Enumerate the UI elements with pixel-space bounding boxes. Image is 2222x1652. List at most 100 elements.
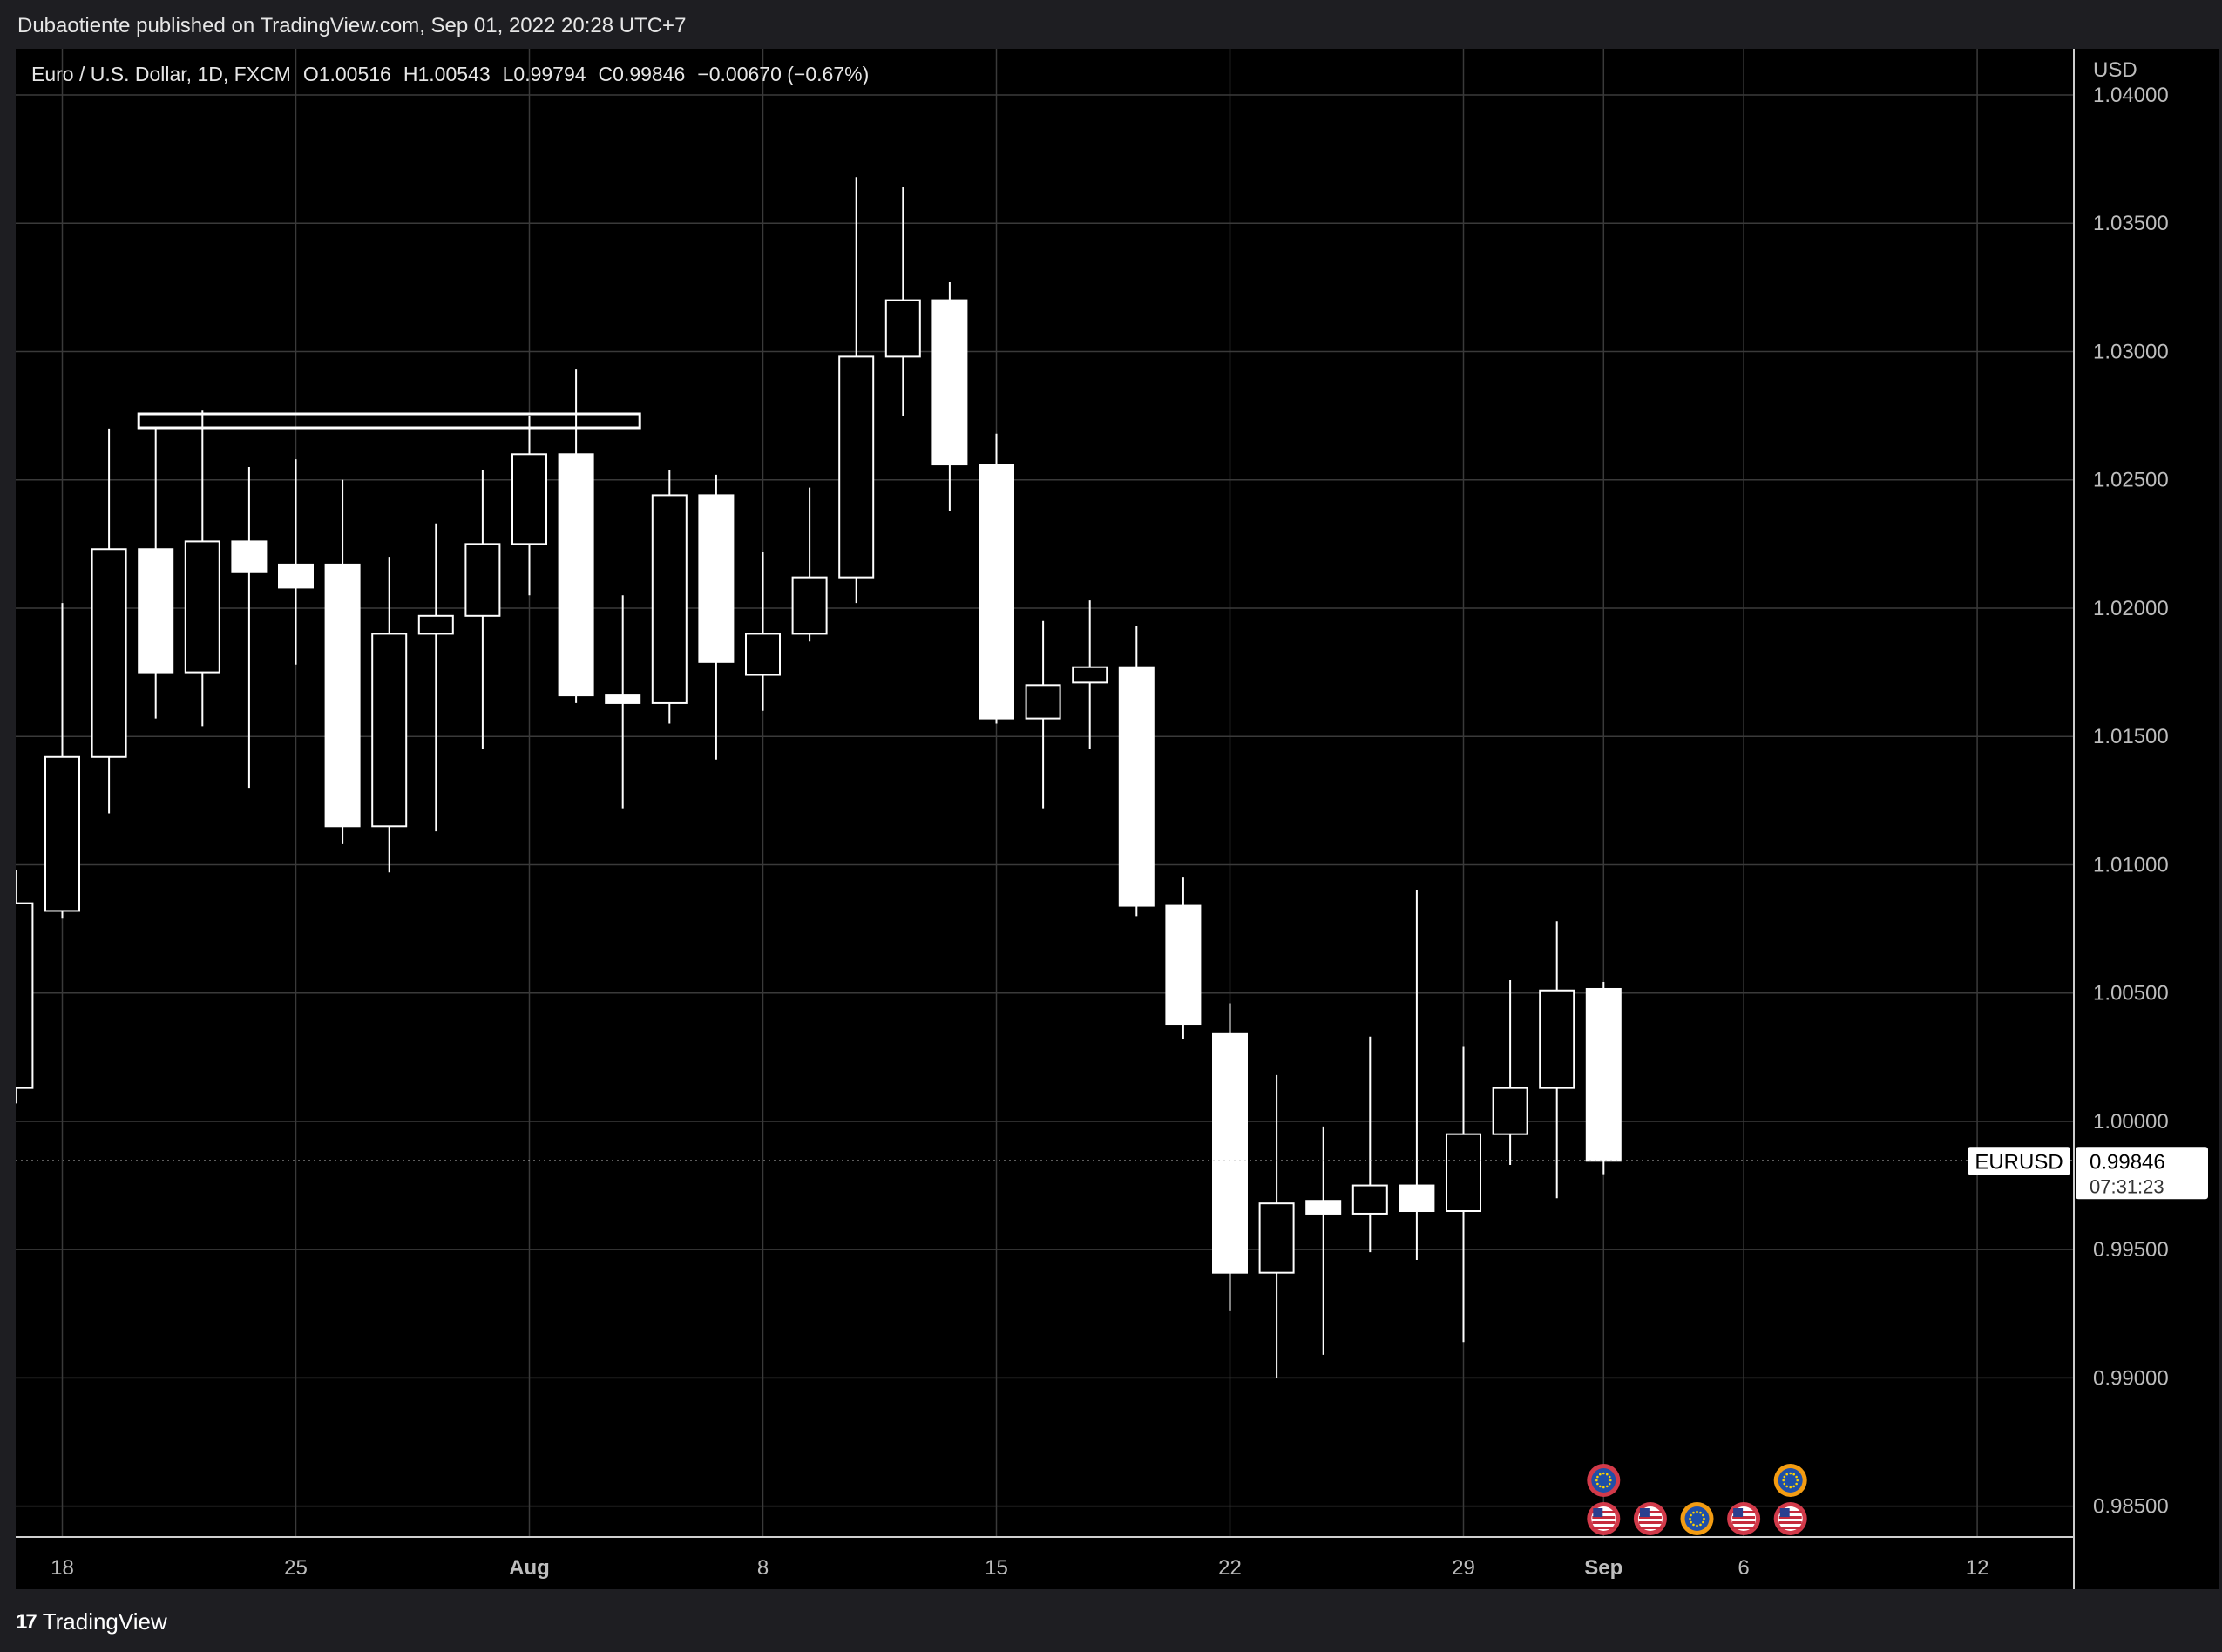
candle <box>1165 877 1202 1039</box>
x-tick-label: 22 <box>1218 1556 1242 1580</box>
eu-star <box>1699 1511 1702 1514</box>
candle-body-up <box>884 299 921 358</box>
candle-body-down <box>931 299 968 466</box>
legend-change: −0.00670 (−0.67%) <box>697 63 869 85</box>
eu-star <box>1692 1511 1695 1514</box>
legend-low-value: 0.99794 <box>513 63 586 85</box>
eu-star <box>1783 1475 1786 1479</box>
eu-star <box>1795 1482 1798 1486</box>
us-stripe <box>1638 1527 1662 1529</box>
chart-area[interactable]: 1.04000 1.03500 1.03000 1.02500 1.02000 1.015… <box>16 49 2219 1589</box>
x-tick-label: 12 <box>1966 1556 1989 1580</box>
candle-body-up <box>371 633 408 828</box>
eu-flag-event-icon[interactable] <box>1680 1502 1714 1535</box>
eu-star <box>1792 1473 1795 1476</box>
candle-body-up <box>791 576 828 635</box>
candle <box>1446 1046 1481 1343</box>
candle-body-down <box>558 453 594 697</box>
us-canton <box>1779 1508 1790 1517</box>
drawn-rectangle[interactable] <box>137 412 641 430</box>
us-flag-event-icon[interactable] <box>1587 1502 1621 1535</box>
us-flag-event-icon[interactable] <box>1727 1502 1761 1535</box>
candle <box>231 467 268 789</box>
us-stripe <box>1638 1516 1662 1519</box>
y-tick-label: 1.02500 <box>2093 469 2169 492</box>
price-tag-bg <box>2076 1147 2208 1200</box>
us-stripe <box>1592 1516 1616 1519</box>
symbol-tag: EURUSD <box>1975 1150 2063 1174</box>
legend-low-label: L <box>503 63 514 85</box>
legend-close-value: 0.99846 <box>613 63 685 85</box>
top-bar: Dubaotiente published on TradingView.com… <box>0 0 2222 49</box>
candle-body-down <box>1212 1032 1248 1274</box>
x-tick-label: 8 <box>757 1556 769 1580</box>
eu-flag <box>1778 1468 1803 1493</box>
us-flag-event-icon[interactable] <box>1773 1502 1807 1535</box>
candle-body-down <box>1165 904 1202 1026</box>
candle-body-down <box>1118 666 1155 907</box>
candle <box>558 369 594 703</box>
us-stripe <box>1778 1527 1802 1529</box>
candle <box>44 603 80 919</box>
candle-body-up <box>16 902 34 1089</box>
tradingview-logo-icon: 17 <box>16 1609 37 1634</box>
eu-flag-event-icon[interactable] <box>1587 1464 1621 1497</box>
candle <box>511 416 547 596</box>
candle-body-up <box>651 494 688 704</box>
eu-star <box>1602 1472 1605 1475</box>
candle <box>1258 1074 1295 1378</box>
candle-body-up <box>1539 989 1575 1089</box>
chart-canvas[interactable]: 1.04000 1.03500 1.03000 1.02500 1.02000 1.015… <box>16 49 2219 1589</box>
eu-star <box>1608 1482 1611 1486</box>
eu-star <box>1699 1523 1702 1527</box>
eu-star <box>1690 1513 1692 1517</box>
economic-events[interactable] <box>1587 1464 1807 1535</box>
eu-star <box>1596 1475 1599 1479</box>
y-tick-label: 1.03500 <box>2093 212 2169 235</box>
candle <box>1305 1126 1342 1355</box>
us-stripe <box>1592 1527 1616 1529</box>
eu-flag <box>1591 1468 1616 1493</box>
eu-star <box>1702 1520 1704 1524</box>
candle <box>1212 1003 1248 1311</box>
legend-symbol: Euro / U.S. Dollar, 1D, FXCM <box>31 63 291 85</box>
us-stripe <box>1732 1516 1756 1519</box>
us-flag-event-icon[interactable] <box>1633 1502 1667 1535</box>
symbol-tag-bg <box>1968 1147 2070 1175</box>
candle <box>791 487 828 642</box>
candle <box>1539 921 1575 1199</box>
candle <box>1118 626 1155 917</box>
candle-body-up <box>184 540 220 674</box>
candle-body-up <box>1351 1184 1388 1215</box>
eu-star <box>1599 1473 1602 1476</box>
candle-body-down <box>698 494 735 663</box>
currency-label: USD <box>2093 58 2137 82</box>
tradingview-logo[interactable]: 17 TradingView <box>16 1608 167 1635</box>
candle <box>1351 1036 1388 1253</box>
y-tick-label: 1.02000 <box>2093 597 2169 620</box>
eu-star <box>1689 1517 1691 1520</box>
us-canton <box>1733 1508 1744 1517</box>
eu-star <box>1696 1524 1698 1527</box>
eu-star <box>1602 1486 1605 1489</box>
eu-star <box>1606 1473 1609 1476</box>
x-tick-label: 18 <box>51 1556 74 1580</box>
last-price-tag: 0.99846 <box>2090 1150 2165 1174</box>
us-stripe <box>1638 1521 1662 1524</box>
legend-high-value: 1.00543 <box>417 63 490 85</box>
eu-star <box>1795 1475 1798 1479</box>
legend-open-label: O <box>303 63 319 85</box>
eu-star <box>1606 1485 1609 1488</box>
candle <box>91 428 127 814</box>
candle <box>184 410 220 727</box>
y-tick-label: 1.01500 <box>2093 725 2169 748</box>
candle-body-up <box>1025 684 1061 720</box>
candle-body-down <box>138 548 174 674</box>
eu-flag-event-icon[interactable] <box>1773 1464 1807 1497</box>
us-canton <box>1639 1508 1650 1517</box>
candle <box>1492 979 1528 1165</box>
drawing-layer[interactable] <box>137 412 641 430</box>
us-stripe <box>1592 1511 1616 1513</box>
us-stripe <box>1732 1521 1756 1524</box>
eu-star <box>1789 1486 1792 1489</box>
